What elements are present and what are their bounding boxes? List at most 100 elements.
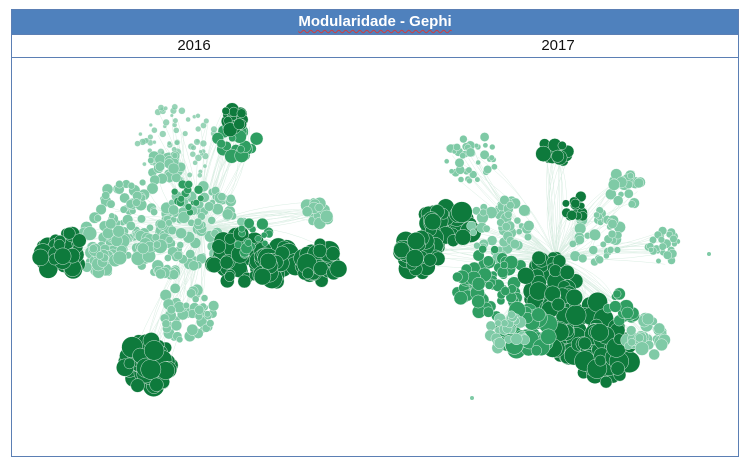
network-node bbox=[530, 345, 542, 357]
network-node bbox=[182, 301, 190, 309]
network-node bbox=[565, 304, 587, 326]
network-node bbox=[243, 217, 255, 229]
network-node bbox=[256, 217, 269, 231]
network-node bbox=[184, 203, 193, 211]
network-node bbox=[565, 288, 583, 307]
network-node bbox=[506, 201, 515, 210]
network-node bbox=[627, 338, 636, 347]
network-node bbox=[139, 178, 147, 186]
network-node bbox=[197, 172, 203, 179]
network-node bbox=[314, 202, 324, 212]
network-node bbox=[507, 310, 516, 319]
network-graph-2017 bbox=[392, 132, 711, 400]
network-node bbox=[108, 212, 116, 220]
network-node bbox=[482, 142, 489, 149]
network-node bbox=[186, 172, 193, 178]
network-node bbox=[159, 130, 167, 138]
network-node bbox=[473, 143, 480, 149]
network-node bbox=[454, 229, 472, 246]
network-node bbox=[162, 118, 170, 127]
network-node bbox=[244, 238, 253, 247]
network-node bbox=[329, 260, 348, 278]
network-node bbox=[169, 283, 181, 294]
network-node bbox=[253, 268, 272, 286]
network-node bbox=[168, 269, 180, 280]
network-node bbox=[478, 244, 487, 254]
network-node bbox=[161, 319, 171, 329]
network-node bbox=[568, 240, 577, 248]
network-node bbox=[178, 107, 186, 115]
network-node bbox=[609, 300, 622, 313]
network-node bbox=[152, 139, 157, 145]
network-node bbox=[607, 229, 617, 239]
network-node bbox=[163, 105, 169, 111]
network-node bbox=[254, 235, 262, 243]
network-node bbox=[138, 131, 143, 137]
network-node bbox=[423, 253, 437, 267]
network-node bbox=[164, 254, 172, 262]
network-node bbox=[72, 233, 87, 248]
table-title-text: Modularidade - Gephi bbox=[298, 13, 452, 30]
network-node bbox=[31, 248, 50, 266]
network-node bbox=[493, 337, 506, 349]
network-node bbox=[669, 234, 678, 243]
node-cluster bbox=[234, 217, 274, 259]
network-node bbox=[167, 225, 177, 236]
network-node bbox=[177, 211, 191, 224]
network-node bbox=[603, 252, 610, 260]
node-cluster bbox=[249, 237, 305, 290]
network-node bbox=[485, 320, 496, 331]
network-node bbox=[482, 255, 494, 267]
network-node bbox=[482, 224, 491, 233]
network-node bbox=[193, 217, 203, 227]
network-node bbox=[483, 165, 493, 174]
network-node bbox=[191, 295, 200, 303]
network-node bbox=[190, 144, 197, 151]
network-node bbox=[219, 255, 234, 270]
network-node bbox=[203, 310, 211, 318]
node-cluster bbox=[73, 218, 132, 279]
network-node bbox=[198, 149, 203, 154]
network-node bbox=[595, 255, 604, 265]
network-graph-2016 bbox=[31, 102, 348, 397]
network-node bbox=[612, 289, 622, 299]
node-cluster bbox=[443, 132, 498, 184]
network-node bbox=[249, 131, 264, 146]
network-node bbox=[459, 152, 467, 160]
network-node bbox=[465, 147, 476, 158]
network-node bbox=[607, 178, 620, 191]
network-node bbox=[175, 227, 187, 239]
network-node bbox=[154, 161, 165, 172]
network-node bbox=[452, 271, 463, 283]
network-node bbox=[192, 160, 198, 166]
network-node bbox=[504, 210, 513, 219]
network-node bbox=[173, 127, 180, 134]
network-node bbox=[443, 158, 450, 165]
network-node bbox=[302, 267, 314, 280]
network-node bbox=[193, 184, 204, 195]
network-node bbox=[95, 203, 107, 215]
network-node bbox=[453, 143, 461, 152]
network-node bbox=[207, 216, 216, 225]
network-node bbox=[226, 194, 236, 204]
node-cluster bbox=[130, 232, 188, 280]
network-node bbox=[144, 340, 165, 361]
network-node bbox=[184, 180, 193, 189]
network-node bbox=[548, 264, 562, 277]
network-node bbox=[140, 359, 162, 380]
network-node bbox=[627, 200, 636, 209]
network-node bbox=[157, 104, 165, 111]
network-node bbox=[325, 246, 341, 261]
network-node bbox=[594, 354, 607, 367]
network-node bbox=[479, 132, 490, 142]
node-cluster bbox=[220, 102, 249, 137]
network-node bbox=[259, 252, 277, 270]
network-node bbox=[151, 126, 158, 134]
network-node bbox=[559, 264, 575, 280]
network-node bbox=[523, 232, 532, 241]
network-node bbox=[540, 328, 557, 345]
network-node bbox=[89, 244, 98, 254]
network-node bbox=[221, 106, 230, 116]
network-node bbox=[561, 199, 570, 208]
network-node bbox=[471, 294, 485, 309]
